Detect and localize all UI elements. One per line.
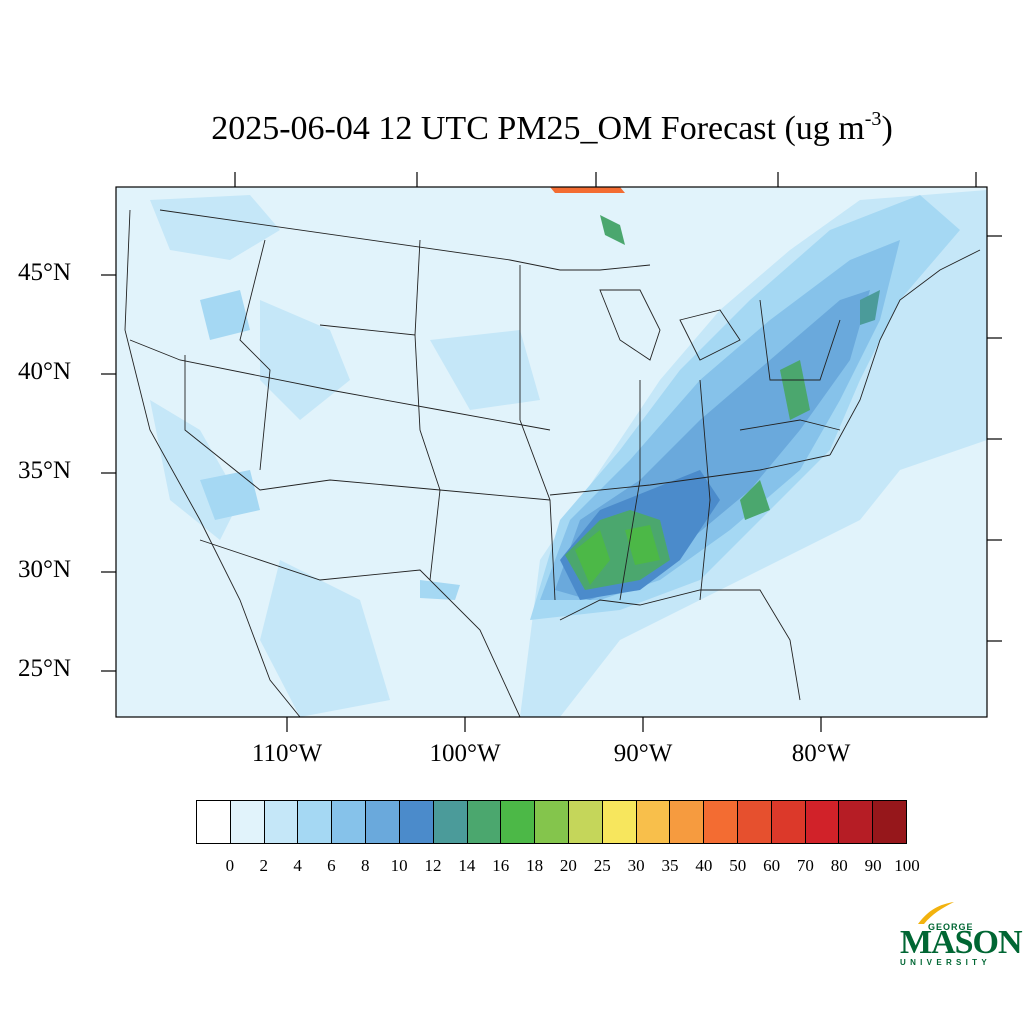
plume-max: [575, 530, 610, 585]
lon-label: 80°W: [791, 740, 851, 767]
colorbar-swatch: [433, 801, 468, 843]
colorbar-level-label: 30: [627, 856, 645, 875]
colorbar-swatch: [467, 801, 502, 843]
lon-label: 100°W: [429, 740, 501, 767]
logo-george: GEORGE: [928, 922, 974, 932]
lat-label: 30°N: [18, 556, 72, 583]
state-line: [519, 265, 556, 601]
colorbar-level-label: 4: [293, 856, 302, 875]
us-canada-border: [159, 209, 651, 271]
colorbar-level-label: 0: [225, 856, 235, 875]
chart-title: 2025-06-04 12 UTC PM25_OM Forecast (ug m…: [0, 108, 1024, 148]
colorbar-level-label: 6: [327, 856, 336, 875]
colorbar-level-label: 60: [763, 856, 781, 875]
swoosh-icon: [918, 902, 954, 924]
field-patch: [430, 330, 540, 410]
colorbar-swatch: [805, 801, 840, 843]
atlantic-coast: [829, 249, 981, 456]
lat-label: 40°N: [18, 358, 72, 385]
colorbar-level-label: 100: [894, 856, 920, 875]
state-line: [759, 299, 841, 381]
colorbar: [196, 800, 907, 844]
colorbar-level-label: 40: [695, 856, 713, 875]
title-superscript: -3: [864, 108, 882, 130]
boundary-lines: [124, 209, 981, 717]
field-patch: [260, 300, 350, 420]
great-lakes: [679, 309, 741, 361]
colorbar-level-label: 18: [526, 856, 544, 875]
colorbar-swatch: [399, 801, 434, 843]
lon-label: 110°W: [251, 740, 323, 767]
colorbar-level-label: 20: [559, 856, 577, 875]
colorbar-swatch: [738, 801, 772, 843]
state-line: [414, 334, 441, 581]
plume-peak: [780, 360, 810, 420]
colorbar-level-label: 16: [492, 856, 510, 875]
great-lakes: [599, 289, 661, 361]
field-patch: [260, 560, 390, 717]
gmu-logo: GEORGE MASON UNIVERSITY: [898, 900, 1023, 970]
colorbar-swatch: [197, 801, 231, 843]
colorbar-swatch: [704, 801, 738, 843]
state-line: [184, 355, 551, 501]
plume-peak: [860, 290, 880, 325]
logo-university: UNIVERSITY: [900, 958, 992, 967]
colorbar-level-label: 12: [424, 856, 442, 875]
colorbar-swatch: [230, 801, 265, 843]
colorbar-level-label: 14: [458, 856, 476, 875]
lat-label: 45°N: [18, 259, 72, 286]
hotspot: [600, 215, 625, 245]
colorbar-level-label: 2: [259, 856, 268, 875]
lat-label: 35°N: [18, 457, 72, 484]
lon-label: 90°W: [613, 740, 673, 767]
colorbar-level-label: 10: [390, 856, 408, 875]
colorbar-level-label: 70: [796, 856, 814, 875]
lat-label: 25°N: [18, 655, 72, 682]
colorbar-swatch: [873, 801, 907, 843]
us-mexico-border: [199, 539, 521, 717]
map-frame: [115, 186, 988, 718]
title-text: 2025-06-04 12 UTC PM25_OM Forecast (ug m: [211, 110, 865, 147]
colorbar-swatch: [501, 801, 536, 843]
colorbar-swatch: [535, 801, 569, 843]
colorbar-level-label: 50: [729, 856, 747, 875]
colorbar-level-label: 80: [830, 856, 848, 875]
colorbar-swatch: [670, 801, 705, 843]
colorbar-level-label: 35: [661, 856, 679, 875]
title-close: ): [881, 110, 893, 147]
state-line: [619, 380, 641, 601]
logo-mason: MASON: [900, 924, 1023, 961]
field-patch: [200, 290, 250, 340]
hotspot: [550, 187, 625, 193]
field-patch: [150, 195, 280, 260]
colorbar-swatch: [568, 801, 603, 843]
state-line: [549, 454, 831, 496]
pacific-coast: [124, 209, 301, 717]
plume-peak: [740, 480, 770, 520]
colorbar-swatch: [636, 801, 671, 843]
field-patch: [200, 470, 260, 520]
colorbar-swatch: [332, 801, 367, 843]
colorbar-level-label: 25: [593, 856, 611, 875]
plume-max: [625, 525, 660, 565]
colorbar-swatch: [264, 801, 299, 843]
state-line: [739, 419, 841, 431]
state-line: [239, 239, 271, 471]
colorbar-swatch: [366, 801, 400, 843]
state-line: [129, 339, 551, 431]
colorbar-level-label: 90: [864, 856, 882, 875]
state-line: [699, 379, 711, 601]
gulf-coast: [559, 589, 801, 701]
colorbar-swatch: [602, 801, 637, 843]
tick-marks: [101, 172, 1002, 732]
colorbar-level-label: 8: [361, 856, 370, 875]
colorbar-swatch: [771, 801, 806, 843]
colorbar-swatch: [298, 801, 333, 843]
colorbar-swatch: [839, 801, 874, 843]
concentration-fields: [150, 187, 987, 717]
